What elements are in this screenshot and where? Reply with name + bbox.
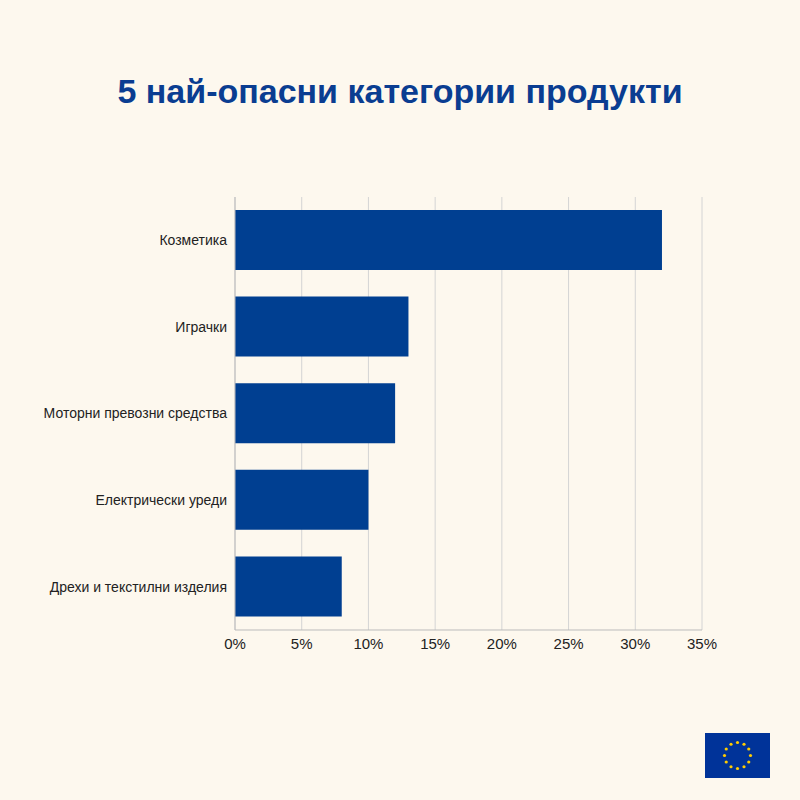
svg-text:20%: 20% [487,635,517,652]
html-text:5 най-опасни категории продукт: 5 най-опасни категории продукти [117,72,683,110]
svg-text:0%: 0% [224,635,246,652]
svg-text:10%: 10% [353,635,383,652]
svg-text:5%: 5% [291,635,313,652]
svg-text:35%: 35% [687,635,717,652]
svg-text:15%: 15% [420,635,450,652]
svg-text:Играчки: Играчки [175,319,227,335]
svg-text:Дрехи и текстилни изделия: Дрехи и текстилни изделия [50,579,227,595]
svg-text:Електрически уреди: Електрически уреди [95,492,227,508]
svg-text:25%: 25% [554,635,584,652]
svg-text:Козметика: Козметика [159,232,227,248]
svg-text:30%: 30% [620,635,650,652]
svg-text:Моторни превозни средства: Моторни превозни средства [44,405,228,421]
